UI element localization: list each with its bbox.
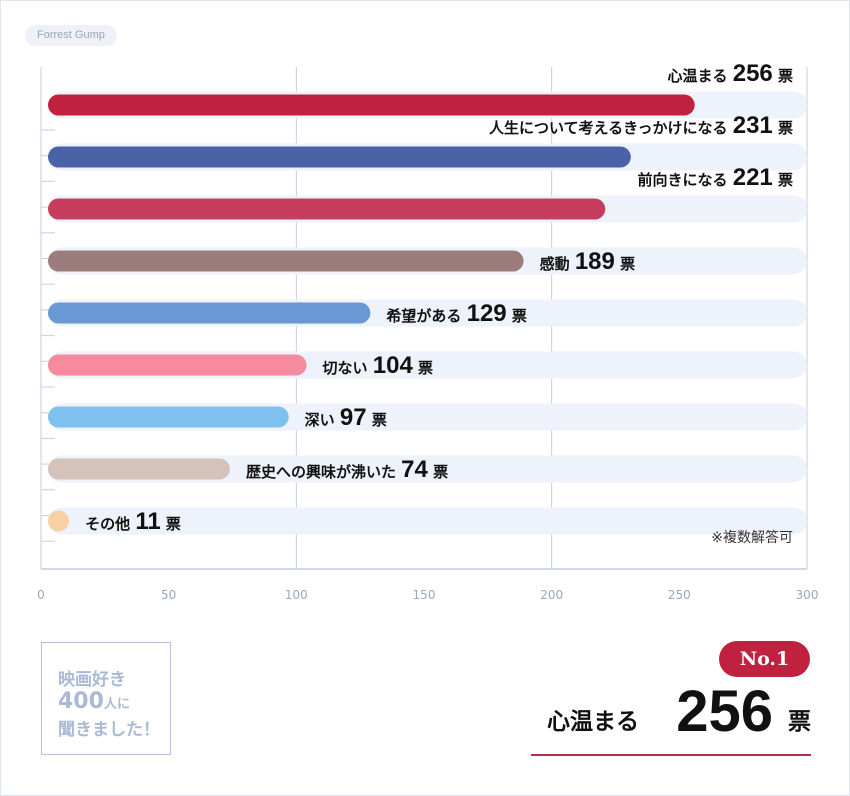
- x-tick-label: 150: [413, 588, 436, 602]
- bar-unit: 票: [428, 463, 448, 481]
- bar: [48, 406, 289, 428]
- bar-category: 歴史への興味が沸いた: [246, 463, 401, 481]
- bar: [48, 302, 371, 324]
- bar-unit: 票: [773, 119, 793, 137]
- bar: [48, 458, 230, 480]
- movie-tag: Forrest Gump: [25, 25, 117, 46]
- bar-category: 希望がある: [386, 307, 466, 325]
- bar-label: その他 11 票: [85, 508, 181, 535]
- bar-unit: 票: [615, 255, 635, 273]
- stamp-line-3: 聞きました！: [58, 720, 160, 740]
- bar-category: 切ない: [323, 359, 373, 377]
- bar-label: 希望がある 129 票: [386, 300, 527, 327]
- top-result-value: 256: [676, 679, 773, 744]
- bar-unit: 票: [367, 411, 387, 429]
- multiple-answers-note: ※複数解答可: [711, 529, 793, 546]
- bar: [48, 198, 606, 220]
- survey-stamp: 映画好き 400人に 聞きました！: [41, 642, 171, 755]
- stamp-count-text: 人に: [103, 697, 130, 712]
- bar-value: 256: [733, 60, 773, 87]
- x-tick-label: 50: [161, 588, 176, 602]
- x-tick-label: 250: [668, 588, 691, 602]
- bar-value: 97: [340, 404, 367, 431]
- bar-label: 深い 97 票: [305, 404, 387, 431]
- bar-unit: 票: [413, 359, 433, 377]
- bar-category: その他: [85, 515, 135, 533]
- bar-category: 前向きになる: [637, 171, 732, 189]
- bar-value: 231: [733, 112, 773, 139]
- x-tick-label: 300: [796, 588, 819, 602]
- top-result-label: 心温まる: [547, 709, 639, 735]
- bar-value: 221: [733, 164, 773, 191]
- bar-value: 74: [401, 456, 428, 483]
- bar-value: 129: [467, 300, 507, 327]
- bar: [48, 510, 70, 532]
- bar-label: 人生について考えるきっかけになる 231 票: [489, 112, 793, 139]
- bar-category: 感動: [540, 255, 575, 273]
- bar-value: 189: [575, 248, 615, 275]
- bar-track: [48, 507, 807, 535]
- x-tick-label: 100: [285, 588, 308, 602]
- bar: [48, 94, 695, 116]
- stamp-count: 400: [58, 689, 104, 714]
- bar-label: 切ない 104 票: [323, 352, 434, 379]
- bar-track: [48, 455, 807, 483]
- bar-chart: 0 50 100 150 200 250 300 心温まる 256 票人生について考えるきっ…: [37, 60, 819, 602]
- rank-badge: No.1: [719, 641, 810, 677]
- bar-label: 感動 189 票: [540, 248, 636, 275]
- bar: [48, 354, 307, 376]
- bar-category: 心温まる: [667, 67, 732, 85]
- bar-category: 人生について考えるきっかけになる: [489, 119, 733, 137]
- bar: [48, 146, 631, 168]
- bar-unit: 票: [773, 171, 793, 189]
- bar-category: 深い: [305, 411, 340, 429]
- stamp-line-1: 映画好き: [58, 670, 126, 690]
- stamp-line-2: 400人に: [58, 689, 130, 714]
- bar-label: 心温まる 256 票: [667, 60, 793, 87]
- bar-unit: 票: [773, 67, 793, 85]
- x-tick-label: 0: [37, 588, 45, 602]
- bar-unit: 票: [161, 515, 181, 533]
- top-result: 心温まる 256 票: [521, 675, 811, 749]
- result-underline: [531, 754, 811, 756]
- bar-value: 104: [373, 352, 414, 379]
- bar-label: 歴史への興味が沸いた 74 票: [246, 456, 448, 483]
- bar: [48, 250, 524, 272]
- bar-label: 前向きになる 221 票: [637, 164, 793, 191]
- bar-unit: 票: [507, 307, 527, 325]
- x-tick-label: 200: [540, 588, 563, 602]
- top-result-unit: 票: [788, 709, 811, 735]
- bar-value: 11: [135, 508, 160, 535]
